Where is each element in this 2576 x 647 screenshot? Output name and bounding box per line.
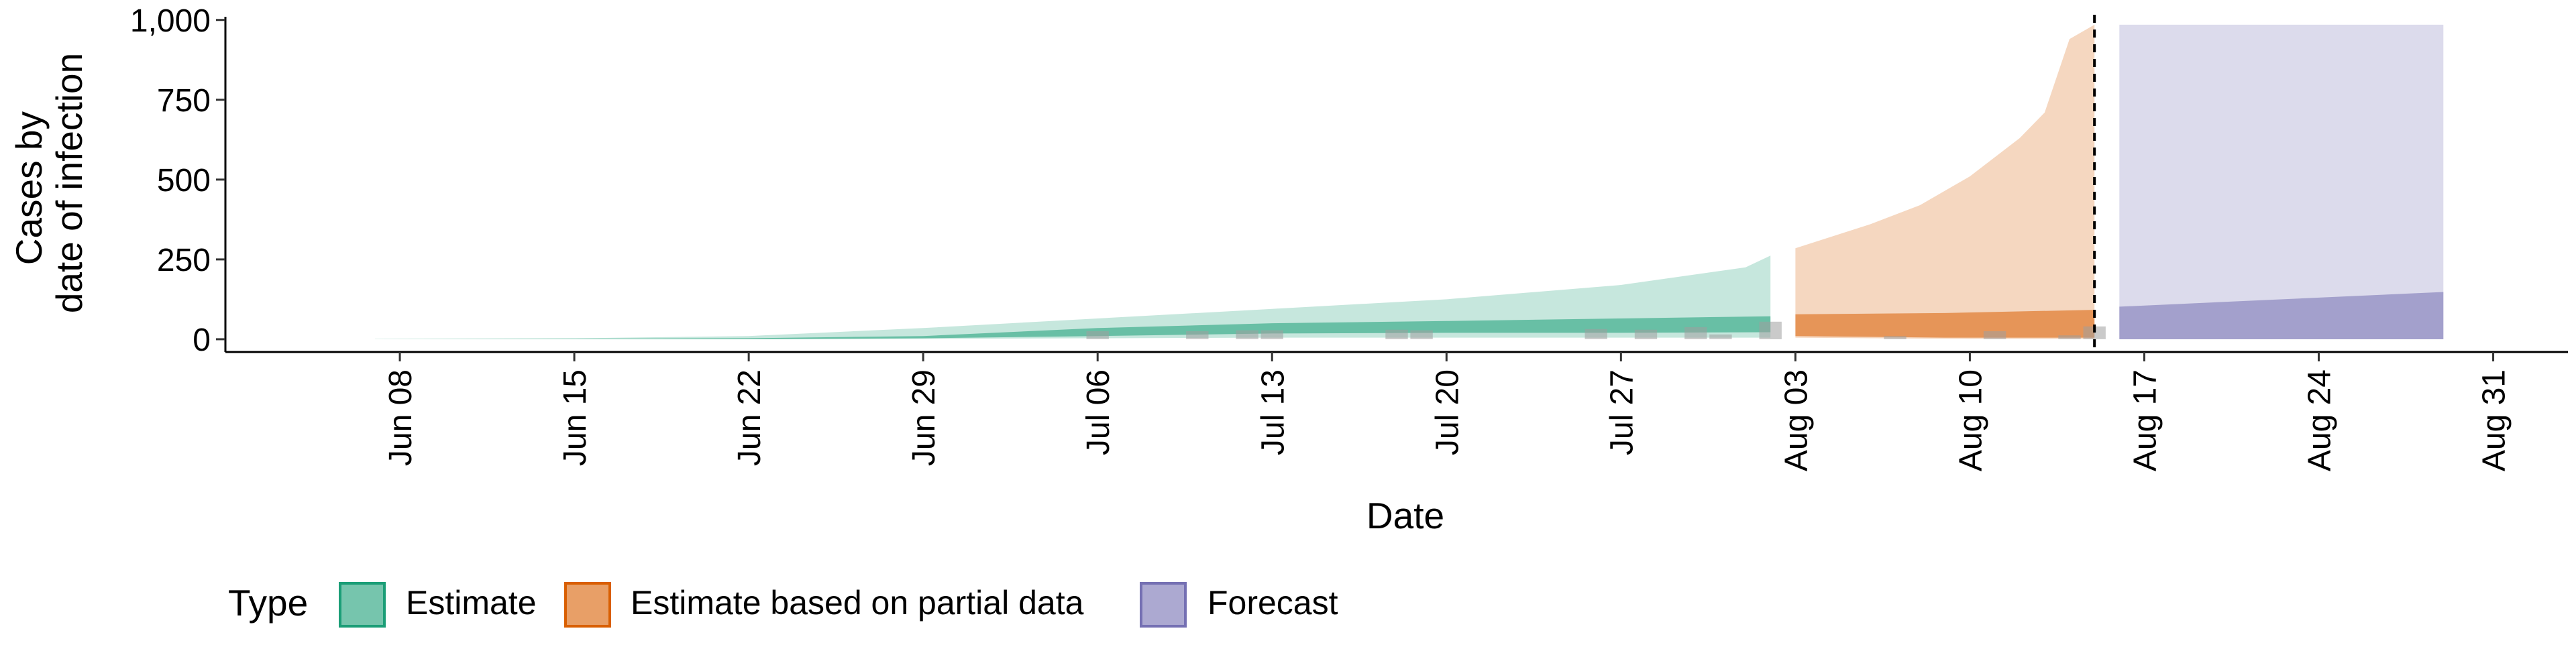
x-tick-label-2020-08-17: Aug 17 [2128, 369, 2163, 471]
reported-case-bar-2020-07-26 [1585, 329, 1607, 339]
reported-case-bar-2020-07-13 [1260, 330, 1283, 339]
reported-case-bar-2020-07-10 [1186, 331, 1209, 339]
y-axis-title-line-1: Cases by [8, 111, 50, 266]
reported-case-bar-2020-08-02 [1759, 321, 1782, 339]
legend-key-forecast [1140, 582, 1187, 628]
y-tick-label-750: 750 [157, 83, 211, 119]
y-tick-label-500: 500 [157, 163, 211, 198]
band-outer-forecast [2119, 24, 2444, 340]
band-inner-estimate-based-on-partial-data [1795, 310, 2095, 338]
y-axis-title: Cases by date of infection [8, 53, 90, 313]
band-inner-forecast [2119, 292, 2444, 339]
band-inner-estimate [374, 316, 1771, 339]
x-tick-label-2020-06-29: Jun 29 [906, 369, 942, 466]
legend: Type Estimate Estimate based on partial … [228, 582, 1338, 628]
legend-label-estimate: Estimate [406, 584, 537, 622]
reported-case-bar-2020-07-31 [1709, 334, 1732, 339]
x-tick-label-2020-07-06: Jul 06 [1081, 369, 1116, 455]
reported-case-bar-2020-08-15 [2083, 326, 2106, 339]
reported-case-bar-2020-07-18 [1385, 329, 1408, 339]
band-outer-estimate [374, 255, 1771, 339]
y-axis-title-line-2: date of infection [48, 53, 90, 313]
x-tick-label-2020-08-03: Aug 03 [1778, 369, 1814, 471]
reported-case-bar-2020-07-06 [1086, 331, 1109, 339]
x-axis-title: Date [1366, 495, 1444, 536]
reported-case-bar-2020-08-11 [1983, 331, 2006, 339]
reported-case-bar-2020-07-30 [1684, 327, 1707, 339]
legend-label-partial: Estimate based on partial data [631, 584, 1084, 622]
legend-key-partial [564, 582, 611, 628]
legend-label-forecast: Forecast [1208, 584, 1338, 622]
reported-case-bar-2020-07-19 [1410, 330, 1433, 339]
x-tick-label-2020-07-13: Jul 13 [1255, 369, 1291, 455]
reported-case-bar-2020-07-28 [1634, 329, 1658, 339]
reported-case-bar-2020-08-14 [2058, 335, 2081, 339]
x-tick-label-2020-08-31: Aug 31 [2477, 369, 2512, 471]
x-tick-label-2020-08-24: Aug 24 [2302, 369, 2338, 471]
band-outer-estimate-based-on-partial-data [1795, 24, 2095, 339]
legend-title: Type [228, 582, 308, 624]
x-tick-label-2020-06-22: Jun 22 [732, 369, 767, 466]
reported-cases-layer [1086, 321, 2106, 339]
y-tick-label-0: 0 [193, 322, 211, 358]
x-tick-label-2020-06-15: Jun 15 [557, 369, 593, 466]
axes-layer: 0 250 500 750 1,000 Jun 08 Jun 15 Jun 22 Jun 29 J… [130, 3, 2568, 471]
x-tick-label-2020-07-27: Jul 27 [1604, 369, 1640, 455]
y-tick-label-250: 250 [157, 243, 211, 278]
y-tick-label-1000: 1,000 [130, 3, 211, 39]
x-tick-label-2020-07-20: Jul 20 [1430, 369, 1465, 455]
legend-key-estimate [339, 582, 386, 628]
band-layer [374, 24, 2444, 340]
x-tick-label-2020-06-08: Jun 08 [383, 369, 419, 466]
x-tick-label-2020-08-10: Aug 10 [1953, 369, 1988, 471]
reported-case-bar-2020-07-12 [1236, 330, 1258, 339]
reported-case-bar-2020-08-07 [1884, 336, 1907, 339]
